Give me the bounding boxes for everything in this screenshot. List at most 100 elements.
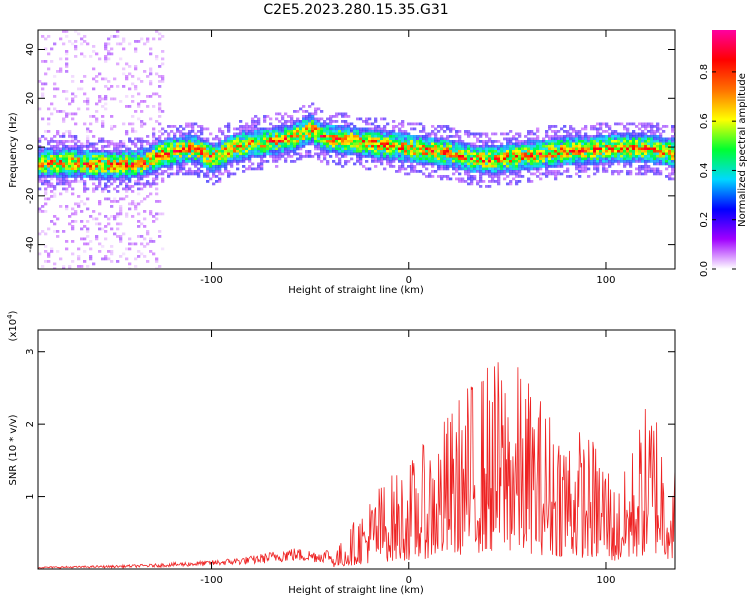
spectrogram-cell — [107, 152, 111, 156]
spectrogram-cell — [533, 165, 537, 168]
spectrogram-cell — [389, 165, 393, 168]
spectrogram-cell — [212, 182, 216, 186]
spectrogram-cell — [653, 155, 657, 158]
spectrogram-cell — [551, 160, 555, 163]
spectrogram-cell — [350, 122, 354, 126]
spectrogram-cell — [53, 267, 57, 269]
snr-x-tick-label: 100 — [596, 575, 615, 586]
spectrogram-cell — [80, 175, 84, 178]
spectrogram-cell — [608, 140, 612, 143]
spectrogram-cell — [332, 125, 336, 128]
spectrogram-cell — [155, 175, 159, 178]
spectrogram-cell — [446, 160, 450, 163]
spectrogram-cell — [95, 117, 99, 121]
spectrogram-cell — [527, 160, 531, 163]
spectrogram-cell — [80, 227, 84, 231]
spectrogram-cell — [218, 177, 222, 181]
spectrogram-y-tick-label: -20 — [25, 188, 36, 204]
spectrogram-cell — [515, 175, 519, 178]
spectrogram-cell — [530, 162, 534, 166]
spectrogram-cell — [74, 142, 78, 146]
spectrogram-cell — [128, 137, 132, 141]
spectrogram-cell — [593, 157, 597, 161]
spectrogram-cell — [155, 160, 159, 163]
spectrogram-cell — [647, 147, 651, 151]
spectrogram-cell — [452, 145, 456, 148]
spectrogram-cell — [509, 167, 513, 171]
spectrogram-cell — [296, 147, 300, 151]
spectrogram-cell — [638, 170, 642, 173]
spectrogram-cell — [44, 245, 48, 248]
spectrogram-cell — [71, 240, 75, 243]
spectrogram-cell — [86, 172, 90, 176]
spectrogram-cell — [620, 137, 624, 141]
spectrogram-cell — [560, 137, 564, 141]
spectrogram-cell — [236, 127, 240, 131]
spectrogram-cell — [341, 137, 345, 141]
spectrogram-cell — [107, 175, 111, 178]
spectrogram-cell — [140, 187, 144, 191]
spectrogram-cell — [434, 170, 438, 173]
spectrogram-cell — [635, 145, 639, 148]
spectrogram-cell — [518, 180, 522, 183]
spectrogram-cell — [602, 155, 606, 158]
spectrogram-cell — [116, 155, 120, 158]
spectrogram-cell — [455, 157, 459, 161]
spectrogram-cell — [65, 97, 69, 101]
spectrogram-cell — [560, 165, 564, 168]
spectrogram-cell — [68, 167, 72, 171]
spectrogram-cell — [74, 167, 78, 171]
spectrogram-cell — [380, 137, 384, 141]
spectrogram-cell — [335, 112, 339, 116]
spectrogram-cell — [242, 137, 246, 141]
spectrogram-cell — [443, 130, 447, 133]
spectrogram-cell — [599, 145, 603, 148]
spectrogram-cell — [80, 167, 84, 171]
spectrogram-cell — [464, 150, 468, 153]
spectrogram-cell — [569, 137, 573, 141]
spectrogram-cell — [104, 175, 108, 178]
spectrogram-cell — [638, 165, 642, 168]
spectrogram-cell — [509, 165, 513, 168]
spectrogram-cell — [254, 155, 258, 158]
spectrogram-cell — [110, 160, 114, 163]
spectrogram-cell — [269, 150, 273, 153]
spectrogram-cell — [593, 160, 597, 163]
spectrogram-cell — [170, 162, 174, 166]
spectrogram-cell — [230, 137, 234, 141]
spectrogram-cell — [161, 170, 165, 173]
spectrogram-cell — [668, 147, 672, 151]
spectrogram-cell — [122, 157, 126, 161]
spectrogram-cell — [104, 162, 108, 166]
spectrogram-cell — [176, 142, 180, 146]
spectrogram-cell — [587, 175, 591, 178]
spectrogram-cell — [296, 145, 300, 148]
spectrogram-cell — [317, 132, 321, 136]
spectrogram-cell — [473, 177, 477, 181]
spectrogram-cell — [185, 157, 189, 161]
spectrogram-cell — [212, 137, 216, 141]
spectrogram-cell — [140, 242, 144, 246]
spectrogram-cell — [440, 152, 444, 156]
spectrogram-cell — [290, 142, 294, 146]
spectrogram-cell — [578, 175, 582, 178]
spectrogram-cell — [338, 132, 342, 136]
spectrogram-cell — [617, 157, 621, 161]
spectrogram-cell — [638, 122, 642, 126]
spectrogram-cell — [401, 157, 405, 161]
spectrogram-cell — [95, 102, 99, 106]
spectrogram-cell — [92, 135, 96, 138]
spectrogram-cell — [440, 127, 444, 131]
spectrogram-cell — [65, 207, 69, 211]
spectrogram-cell — [467, 145, 471, 148]
spectrogram-cell — [644, 167, 648, 171]
spectrogram-cell — [455, 160, 459, 163]
spectrogram-cell — [83, 175, 87, 178]
spectrogram-cell — [479, 135, 483, 138]
spectrogram-cell — [575, 135, 579, 138]
spectrogram-cell — [110, 250, 114, 253]
spectrogram-cell — [203, 140, 207, 143]
spectrogram-cell — [281, 115, 285, 118]
spectrogram-cell — [596, 130, 600, 133]
spectrogram-cell — [575, 160, 579, 163]
